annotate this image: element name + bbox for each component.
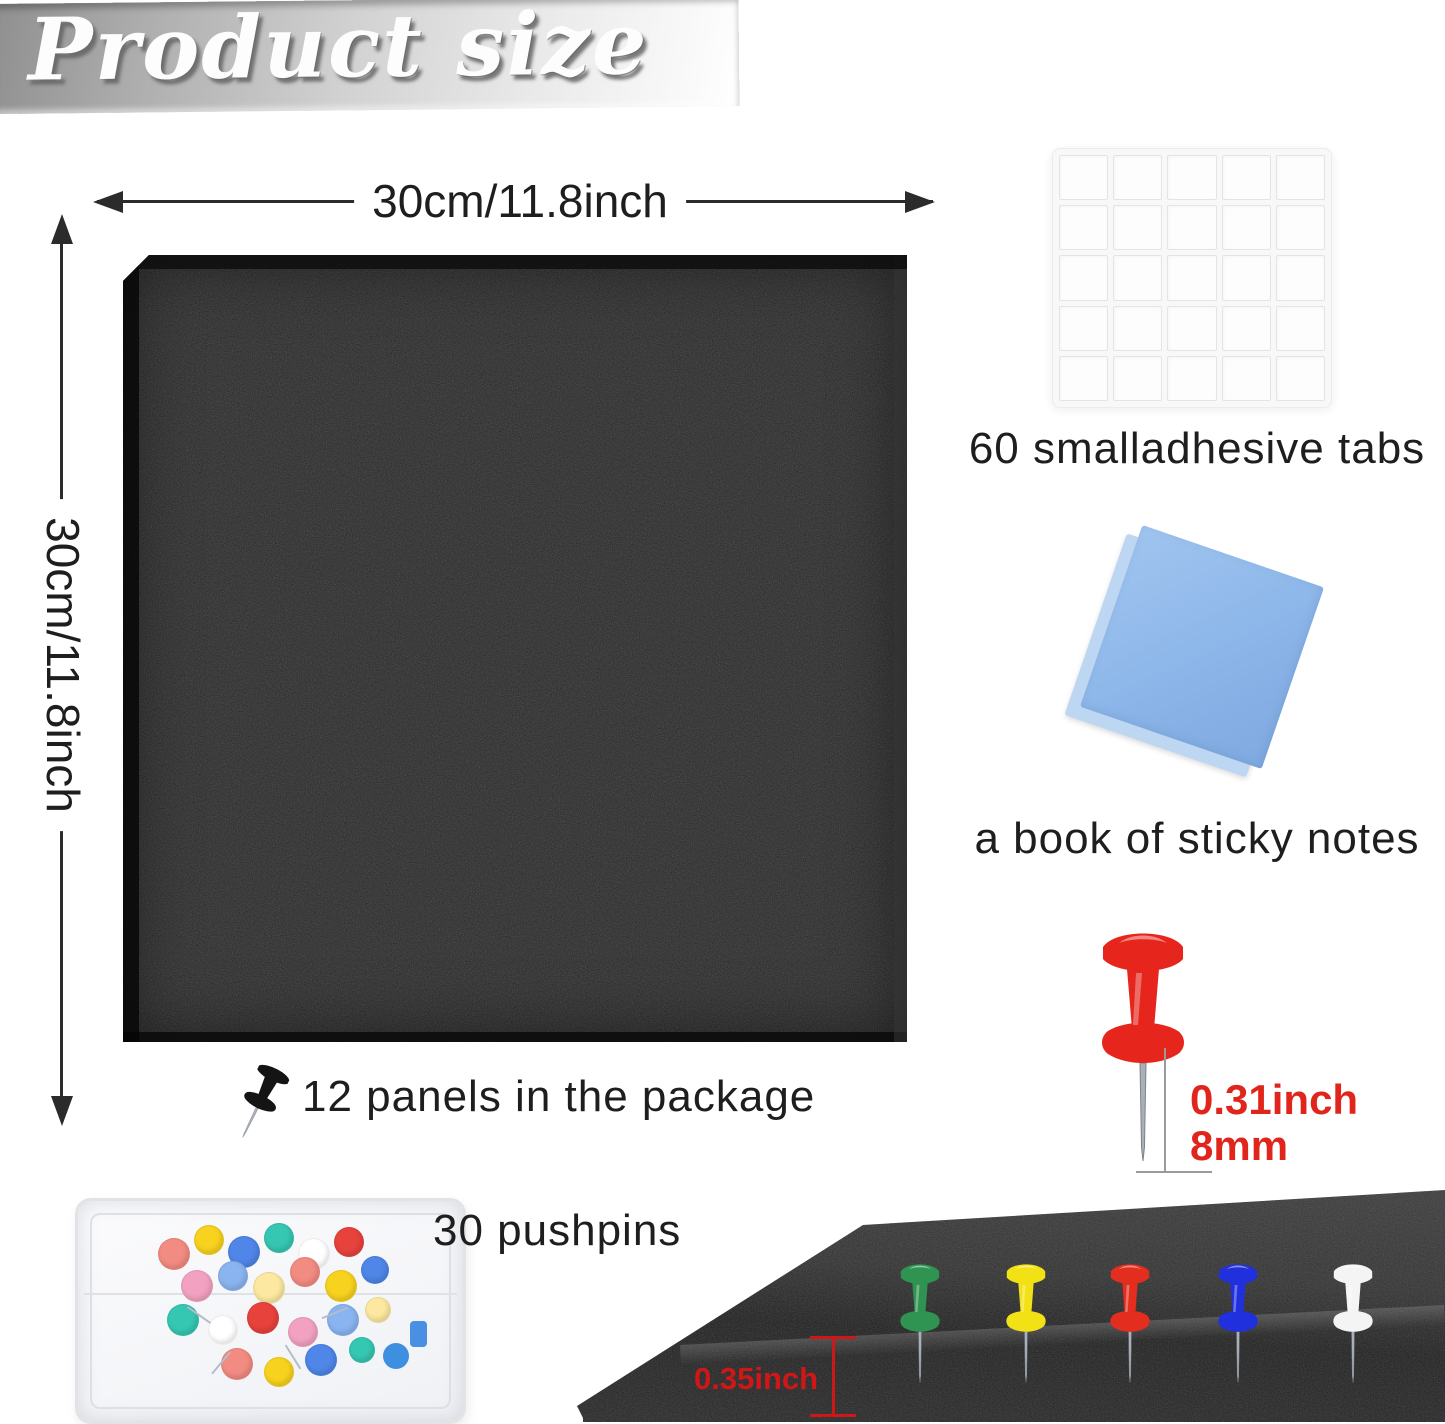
yellow-pushpin-icon: [1002, 1260, 1050, 1390]
width-dimension-label: 30cm/11.8inch: [354, 174, 686, 228]
adhesive-tab-cell: [1113, 305, 1163, 351]
adhesive-tab-cell: [1059, 155, 1109, 201]
panel-edge-view: 0.35inch: [577, 1190, 1445, 1422]
felt-panel-image: [123, 255, 907, 1042]
box-pushpin-head: [334, 1227, 364, 1257]
needle-measure-tick: [1136, 1171, 1212, 1173]
adhesive-tab-cell: [1221, 355, 1271, 401]
adhesive-tab-cell: [1167, 355, 1217, 401]
adhesive-tabs-sheet: [1052, 148, 1332, 408]
adhesive-tabs-caption: 60 smalladhesive tabs: [968, 424, 1426, 473]
adhesive-tab-cell: [1221, 205, 1271, 251]
adhesive-tab-cell: [1221, 155, 1271, 201]
box-pushpin-head: [253, 1272, 285, 1304]
box-pushpin-head: [158, 1238, 190, 1270]
box-pushpin-head: [327, 1304, 359, 1336]
arrowhead-up-icon: [50, 214, 73, 244]
box-pushpin-head: [325, 1270, 357, 1302]
adhesive-tab-cell: [1167, 305, 1217, 351]
adhesive-tab-cell: [1059, 255, 1109, 301]
adhesive-tab-cell: [1221, 305, 1271, 351]
box-pushpin-head: [181, 1270, 213, 1302]
box-pushpin-head: [221, 1348, 253, 1380]
arrowhead-down-icon: [50, 1096, 73, 1126]
adhesive-tab-cell: [1167, 255, 1217, 301]
box-latch-dot: [383, 1343, 409, 1369]
box-pushpin-head: [349, 1337, 375, 1363]
box-pushpin-head: [264, 1223, 294, 1253]
blue-pushpin-icon: [1214, 1260, 1262, 1390]
needle-length-mm-label: 8mm: [1190, 1122, 1289, 1169]
box-pushpin-head: [288, 1317, 318, 1347]
box-pushpin-head: [264, 1357, 294, 1387]
pushpin-count-caption: 30 pushpins: [433, 1206, 682, 1255]
sticky-notes-pad: [1064, 524, 1325, 778]
box-pushpin-head: [305, 1344, 337, 1376]
box-pushpin-head: [194, 1225, 224, 1255]
thickness-measure-line: [832, 1336, 835, 1416]
height-dimension-label: 30cm/11.8inch: [36, 499, 90, 831]
thickness-measure-bottom-tick: [810, 1414, 856, 1417]
adhesive-tab-cell: [1113, 205, 1163, 251]
red-pushpin-icon: [1106, 1260, 1154, 1390]
adhesive-tab-cell: [1275, 255, 1325, 301]
pushpin-box-lid: [90, 1213, 451, 1409]
red-pushpin-image: [1093, 925, 1193, 1175]
adhesive-tab-cell: [1059, 355, 1109, 401]
needle-length-inch-label: 0.31inch: [1190, 1076, 1359, 1123]
box-pushpin-head: [208, 1315, 238, 1345]
thickness-measure-top-tick: [810, 1336, 856, 1339]
pushpin-icon: [222, 1057, 297, 1151]
white-pushpin-icon: [1329, 1260, 1377, 1390]
box-pushpin-head: [218, 1261, 248, 1291]
adhesive-tab-cell: [1113, 155, 1163, 201]
adhesive-tab-cell: [1275, 305, 1325, 351]
adhesive-tab-cell: [1275, 155, 1325, 201]
adhesive-tab-cell: [1059, 205, 1109, 251]
title-banner: Product size: [0, 0, 740, 114]
adhesive-tab-cell: [1059, 305, 1109, 351]
box-pushpin-head: [290, 1257, 320, 1287]
box-latch-tab: [410, 1321, 427, 1347]
adhesive-tab-cell: [1167, 205, 1217, 251]
box-pushpin-head: [361, 1256, 389, 1284]
page-title: Product size: [27, 0, 650, 101]
panel-count-caption: 12 panels in the package: [302, 1072, 816, 1121]
adhesive-tab-cell: [1275, 205, 1325, 251]
arrowhead-right-icon: [905, 190, 935, 213]
felt-texture: [123, 255, 907, 1042]
panel-thickness-label: 0.35inch: [694, 1361, 819, 1396]
arrowhead-left-icon: [93, 190, 123, 213]
adhesive-tab-cell: [1275, 355, 1325, 401]
green-pushpin-icon: [896, 1260, 944, 1390]
adhesive-tab-cell: [1113, 355, 1163, 401]
adhesive-tab-cell: [1221, 255, 1271, 301]
sticky-notes-caption: a book of sticky notes: [974, 814, 1420, 863]
adhesive-tab-cell: [1113, 255, 1163, 301]
box-pushpin-head: [167, 1304, 199, 1336]
adhesive-tab-cell: [1167, 155, 1217, 201]
box-pushpin-head: [247, 1302, 279, 1334]
pushpin-box-image: [75, 1198, 466, 1424]
box-pushpin-head: [365, 1297, 391, 1323]
needle-measure-line: [1164, 1048, 1166, 1172]
